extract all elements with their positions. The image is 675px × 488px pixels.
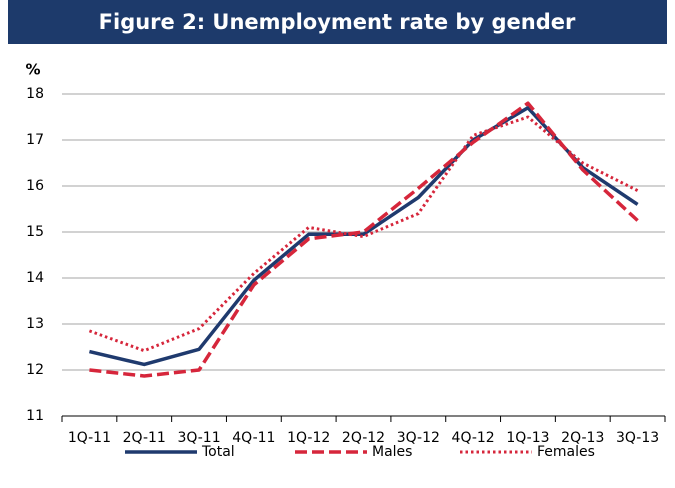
x-tick-label: 1Q-12: [287, 430, 330, 446]
y-axis-label: %: [25, 61, 40, 79]
y-tick-label: 16: [26, 178, 44, 194]
x-tick-label: 2Q-11: [123, 430, 166, 446]
series-line: [89, 106, 639, 367]
y-tick-label: 13: [26, 316, 44, 332]
x-tick-label: 1Q-11: [68, 430, 111, 446]
x-tick-label: 3Q-12: [397, 430, 440, 446]
y-tick-label: 17: [26, 132, 44, 148]
y-tick-label: 15: [26, 224, 44, 240]
x-tick-label: 4Q-12: [452, 430, 495, 446]
x-tick-label: 2Q-13: [561, 430, 604, 446]
y-tick-label: 11: [26, 408, 44, 424]
legend-label: Males: [372, 444, 412, 460]
chart-title: Figure 2: Unemployment rate by gender: [99, 10, 576, 34]
x-tick-label: 3Q-13: [616, 430, 659, 446]
x-tick-label: 2Q-12: [342, 430, 385, 446]
y-tick-label: 14: [26, 270, 44, 286]
legend-label: Total: [201, 444, 235, 460]
y-tick-label: 18: [26, 86, 44, 102]
series-line: [89, 101, 639, 378]
x-tick-label: 4Q-11: [232, 430, 275, 446]
x-tick-label: 3Q-11: [177, 430, 220, 446]
y-tick-label: 12: [26, 362, 44, 378]
title-bar: [8, 0, 667, 44]
x-tick-label: 1Q-13: [506, 430, 549, 446]
legend-label: Females: [537, 444, 595, 460]
